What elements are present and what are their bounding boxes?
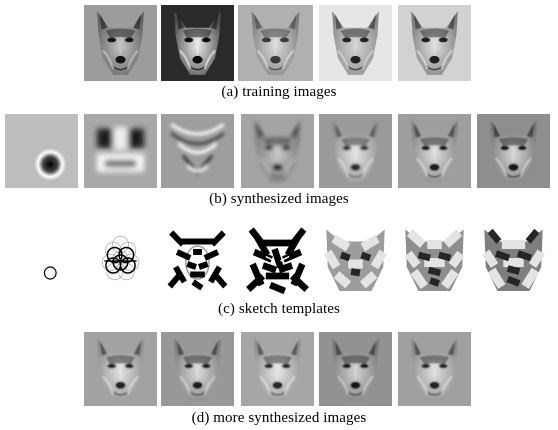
training-image-1 [84, 5, 157, 81]
synthesized-image-6 [398, 114, 471, 188]
more-synthesized-image-5 [398, 332, 471, 406]
more-synthesized-image-2 [161, 332, 234, 406]
synthesized-image-2 [84, 114, 157, 188]
training-image-4 [319, 5, 392, 81]
caption-more-synthesized-images: (d) more synthesized images [191, 410, 367, 426]
sketch-template-5 [319, 222, 392, 297]
caption-sketch-templates: (c) sketch templates [218, 301, 340, 317]
synthesized-image-4 [241, 114, 314, 188]
synthesized-image-7 [477, 114, 550, 188]
more-synthesized-image-3 [241, 332, 314, 406]
training-image-5 [398, 5, 471, 81]
more-synthesized-image-4 [319, 332, 392, 406]
sketch-template-3 [161, 222, 234, 297]
caption-training-images: (a) training images [221, 84, 337, 100]
training-image-3 [238, 5, 313, 81]
sketch-template-7 [477, 222, 550, 297]
sketch-template-6 [398, 222, 471, 297]
sketch-template-1 [5, 222, 78, 297]
synthesized-image-5 [319, 114, 392, 188]
caption-synthesized-images: (b) synthesized images [209, 191, 349, 207]
sketch-template-4 [241, 222, 314, 297]
synthesized-image-1 [5, 114, 78, 188]
training-image-2 [161, 5, 234, 81]
more-synthesized-image-1 [84, 332, 157, 406]
sketch-template-2 [84, 222, 157, 297]
synthesized-image-3 [161, 114, 234, 188]
